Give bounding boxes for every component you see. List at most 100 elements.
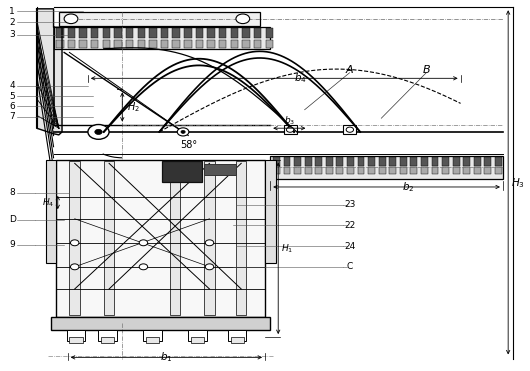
Bar bbox=[231, 28, 238, 38]
Bar bbox=[242, 40, 250, 48]
Bar bbox=[69, 161, 80, 315]
Circle shape bbox=[177, 128, 189, 136]
Text: $H_2$: $H_2$ bbox=[128, 100, 140, 114]
Text: $H_4$: $H_4$ bbox=[42, 196, 55, 209]
Text: $B$: $B$ bbox=[422, 63, 431, 75]
Bar bbox=[242, 28, 250, 38]
Bar bbox=[207, 40, 215, 48]
Bar bbox=[270, 156, 503, 179]
Bar bbox=[51, 317, 270, 330]
Bar bbox=[219, 40, 226, 48]
Text: $b_4$: $b_4$ bbox=[294, 71, 307, 85]
Bar bbox=[146, 337, 160, 342]
Bar bbox=[389, 167, 396, 174]
Circle shape bbox=[205, 240, 214, 246]
Text: $H_3$: $H_3$ bbox=[511, 176, 525, 190]
Bar bbox=[453, 157, 460, 165]
Bar bbox=[410, 167, 417, 174]
Bar bbox=[207, 28, 215, 38]
Bar bbox=[463, 157, 470, 165]
Bar bbox=[91, 28, 99, 38]
Bar bbox=[162, 161, 201, 182]
Text: $b_1$: $b_1$ bbox=[161, 351, 173, 364]
Bar bbox=[126, 40, 134, 48]
Bar bbox=[196, 40, 203, 48]
Bar bbox=[67, 330, 85, 341]
Bar bbox=[80, 40, 87, 48]
Bar bbox=[188, 330, 207, 341]
Bar bbox=[294, 157, 301, 165]
Bar bbox=[431, 157, 438, 165]
Bar bbox=[347, 167, 354, 174]
Bar bbox=[46, 160, 56, 263]
Bar bbox=[368, 167, 375, 174]
Bar bbox=[172, 28, 180, 38]
Circle shape bbox=[205, 264, 214, 270]
Bar bbox=[149, 40, 157, 48]
Text: 24: 24 bbox=[344, 242, 355, 251]
Bar bbox=[305, 157, 312, 165]
Bar bbox=[484, 167, 491, 174]
Bar bbox=[421, 157, 428, 165]
Bar bbox=[284, 157, 290, 165]
Bar bbox=[484, 157, 491, 165]
Bar bbox=[495, 167, 502, 174]
Bar bbox=[266, 28, 273, 38]
Bar bbox=[69, 337, 83, 342]
Text: $b_3$: $b_3$ bbox=[284, 115, 295, 127]
Bar bbox=[104, 161, 114, 315]
Bar bbox=[126, 28, 134, 38]
Bar bbox=[265, 160, 276, 263]
Circle shape bbox=[346, 127, 354, 132]
Bar bbox=[196, 28, 203, 38]
Bar bbox=[284, 167, 290, 174]
Bar bbox=[231, 40, 238, 48]
Bar bbox=[273, 167, 280, 174]
Bar bbox=[368, 157, 375, 165]
Bar bbox=[431, 167, 438, 174]
Text: 8: 8 bbox=[10, 188, 15, 197]
Bar bbox=[326, 167, 333, 174]
Bar bbox=[184, 28, 191, 38]
Bar bbox=[474, 157, 481, 165]
Bar bbox=[204, 164, 236, 175]
Circle shape bbox=[236, 14, 250, 24]
Bar bbox=[56, 28, 64, 38]
Bar bbox=[442, 157, 449, 165]
Bar bbox=[315, 167, 322, 174]
Bar bbox=[343, 125, 357, 135]
Bar bbox=[410, 157, 417, 165]
Text: 1: 1 bbox=[10, 7, 15, 16]
Bar bbox=[161, 40, 168, 48]
Circle shape bbox=[139, 264, 148, 270]
Bar bbox=[114, 28, 122, 38]
Bar bbox=[315, 157, 322, 165]
Bar bbox=[347, 157, 354, 165]
Bar bbox=[231, 337, 244, 342]
Bar bbox=[204, 161, 215, 315]
Circle shape bbox=[70, 240, 79, 246]
Text: $A$: $A$ bbox=[345, 63, 354, 75]
Bar bbox=[101, 337, 114, 342]
Bar bbox=[337, 157, 343, 165]
Bar bbox=[138, 40, 145, 48]
Text: 2: 2 bbox=[10, 18, 15, 27]
Bar bbox=[495, 157, 502, 165]
Circle shape bbox=[181, 131, 185, 134]
Bar bbox=[421, 167, 428, 174]
Bar bbox=[138, 28, 145, 38]
Text: $H_1$: $H_1$ bbox=[280, 242, 293, 255]
Bar bbox=[389, 157, 396, 165]
Text: 5: 5 bbox=[10, 92, 15, 101]
Text: D: D bbox=[9, 215, 16, 224]
Bar bbox=[358, 167, 365, 174]
Circle shape bbox=[64, 14, 78, 24]
Bar bbox=[400, 167, 407, 174]
Bar bbox=[254, 28, 261, 38]
Bar bbox=[254, 40, 261, 48]
Circle shape bbox=[88, 125, 109, 139]
Bar bbox=[474, 167, 481, 174]
Bar bbox=[442, 167, 449, 174]
Bar bbox=[378, 157, 385, 165]
Bar bbox=[99, 330, 117, 341]
